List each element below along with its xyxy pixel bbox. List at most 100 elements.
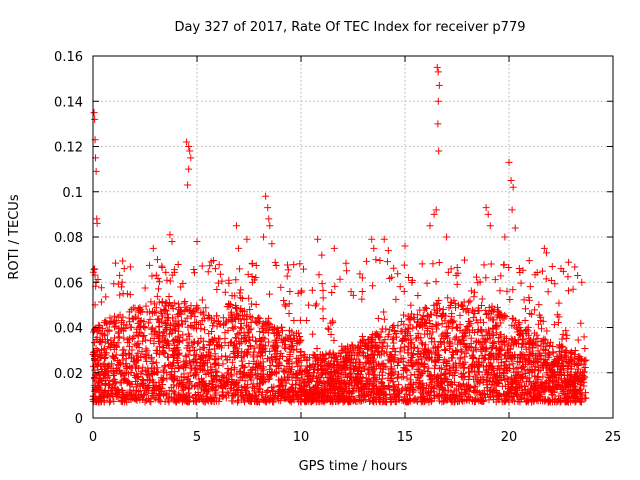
- data-point: [154, 332, 162, 340]
- data-point: [509, 286, 517, 294]
- outlier-point: [166, 231, 174, 239]
- data-point: [238, 374, 246, 382]
- data-point: [156, 385, 164, 393]
- data-point: [146, 337, 154, 345]
- data-point: [302, 388, 310, 396]
- data-point: [556, 341, 564, 349]
- data-point: [311, 365, 319, 373]
- y-tick-label: 0.12: [54, 141, 83, 156]
- data-point: [208, 335, 216, 343]
- data-point: [155, 298, 163, 306]
- data-point: [307, 363, 315, 371]
- data-point: [214, 279, 222, 287]
- data-point: [218, 353, 226, 361]
- data-point: [420, 384, 428, 392]
- data-point: [404, 346, 412, 354]
- data-point: [400, 261, 408, 269]
- data-point: [417, 349, 425, 357]
- data-point: [113, 367, 121, 375]
- data-point: [543, 327, 551, 335]
- data-point: [96, 350, 104, 358]
- data-point: [247, 398, 255, 406]
- data-point: [348, 341, 356, 349]
- data-point: [456, 355, 464, 363]
- data-point: [444, 329, 452, 337]
- data-point: [242, 388, 250, 396]
- data-point: [182, 352, 190, 360]
- data-point: [542, 275, 550, 283]
- data-point: [122, 362, 130, 370]
- data-point: [460, 380, 468, 388]
- data-point: [460, 363, 468, 371]
- data-point: [407, 371, 415, 379]
- data-point: [461, 329, 469, 337]
- data-point: [180, 370, 188, 378]
- data-point: [211, 350, 219, 358]
- data-point: [518, 393, 526, 401]
- data-point: [336, 362, 344, 370]
- data-point: [256, 352, 264, 360]
- data-point: [408, 338, 416, 346]
- data-point: [97, 284, 105, 292]
- data-point: [250, 348, 258, 356]
- outlier-point: [264, 204, 272, 212]
- data-point: [565, 358, 573, 366]
- data-point: [426, 320, 434, 328]
- data-point: [208, 377, 216, 385]
- data-point: [216, 377, 224, 385]
- data-point: [94, 362, 102, 370]
- data-point: [441, 366, 449, 374]
- data-point: [233, 345, 241, 353]
- data-point: [429, 375, 437, 383]
- data-point: [192, 358, 200, 366]
- data-point: [321, 381, 329, 389]
- outlier-point: [505, 158, 513, 166]
- data-point: [369, 282, 377, 290]
- data-point: [507, 342, 515, 350]
- data-point: [160, 306, 168, 314]
- data-point: [157, 397, 165, 405]
- data-point: [252, 364, 260, 372]
- data-point: [198, 262, 206, 270]
- data-point: [183, 375, 191, 383]
- data-point: [107, 317, 115, 325]
- data-point: [155, 322, 163, 330]
- data-point: [201, 385, 209, 393]
- data-point: [288, 384, 296, 392]
- data-point: [338, 342, 346, 350]
- x-tick-label: 10: [293, 430, 310, 445]
- data-point: [143, 370, 151, 378]
- data-point: [340, 358, 348, 366]
- data-point: [281, 337, 289, 345]
- data-point: [259, 328, 267, 336]
- data-point: [327, 359, 335, 367]
- data-point: [476, 316, 484, 324]
- data-point: [158, 264, 166, 272]
- data-point: [159, 344, 167, 352]
- data-point: [475, 354, 483, 362]
- data-point: [341, 378, 349, 386]
- data-point: [525, 257, 533, 265]
- data-point: [513, 392, 521, 400]
- data-point: [106, 343, 114, 351]
- data-point: [569, 285, 577, 293]
- data-point: [563, 383, 571, 391]
- data-point: [179, 337, 187, 345]
- data-point: [100, 346, 108, 354]
- data-point: [463, 304, 471, 312]
- data-point: [329, 319, 337, 327]
- data-point: [399, 358, 407, 366]
- data-point: [502, 358, 510, 366]
- data-point: [127, 323, 135, 331]
- data-point: [101, 332, 109, 340]
- data-point: [120, 334, 128, 342]
- data-point: [163, 390, 171, 398]
- data-point: [298, 384, 306, 392]
- outlier-point: [368, 235, 376, 243]
- data-point: [471, 310, 479, 318]
- data-point: [259, 366, 267, 374]
- data-point: [288, 360, 296, 368]
- data-point: [228, 292, 236, 300]
- data-point: [520, 354, 528, 362]
- data-point: [392, 385, 400, 393]
